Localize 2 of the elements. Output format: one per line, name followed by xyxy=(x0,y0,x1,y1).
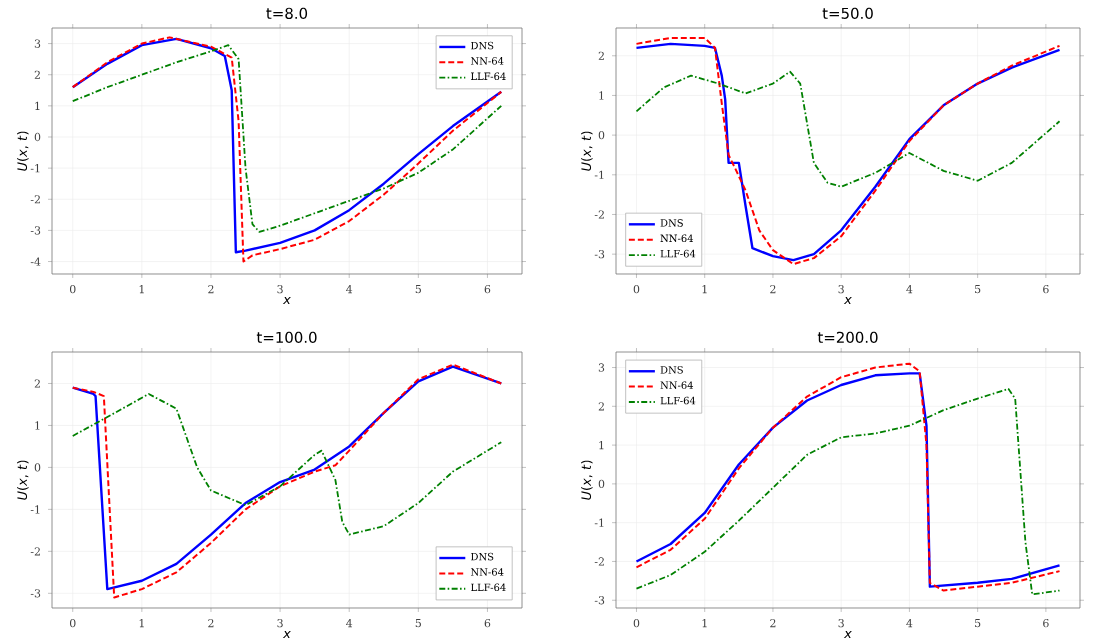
line-series xyxy=(635,70,1061,188)
line-series xyxy=(71,392,503,536)
